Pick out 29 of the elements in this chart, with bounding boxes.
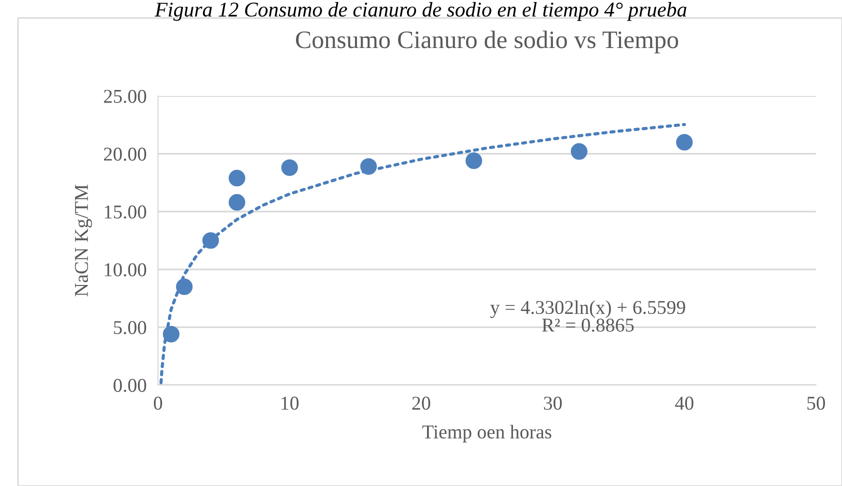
- chart-title: Consumo Cianuro de sodio vs Tiempo: [296, 30, 678, 54]
- y-tick-label: 15.00: [104, 205, 146, 219]
- point: [466, 152, 482, 170]
- line-series: [159, 123, 686, 384]
- x-tick-label: 30: [544, 396, 562, 410]
- x-tick-label: 20: [412, 396, 430, 410]
- annotation: y = 4.3302ln(x) + 6.5599: [490, 300, 686, 318]
- y-tick-label: 25.00: [104, 90, 146, 104]
- x-axis-title: Tiemp oen horas: [422, 424, 552, 442]
- y-tick-label: 10.00: [104, 263, 146, 276]
- point: [162, 326, 180, 342]
- x-tick-label: 10: [282, 396, 299, 410]
- x-tick-label: 40: [675, 396, 694, 410]
- text: Figura 12 Consumo de cianuro de sodio en el tiempo 4° prueba: [154, 2, 686, 21]
- point: [570, 143, 588, 160]
- point: [202, 232, 219, 249]
- y-axis-title: NaCN Kg/TM: [74, 184, 92, 296]
- point: [176, 278, 193, 296]
- point: [281, 159, 298, 176]
- point: [676, 134, 693, 151]
- y-tick-label: 20.00: [104, 148, 146, 161]
- point: [360, 158, 377, 175]
- y-tick-label: 5.00: [114, 321, 146, 334]
- x-tick-label: 0: [154, 396, 162, 410]
- point: [228, 170, 246, 186]
- point: [228, 194, 246, 211]
- x-tick-label: 50: [807, 396, 825, 410]
- annotation: R² = 0.8865: [542, 318, 634, 332]
- y-tick-label: 0.00: [114, 378, 146, 392]
